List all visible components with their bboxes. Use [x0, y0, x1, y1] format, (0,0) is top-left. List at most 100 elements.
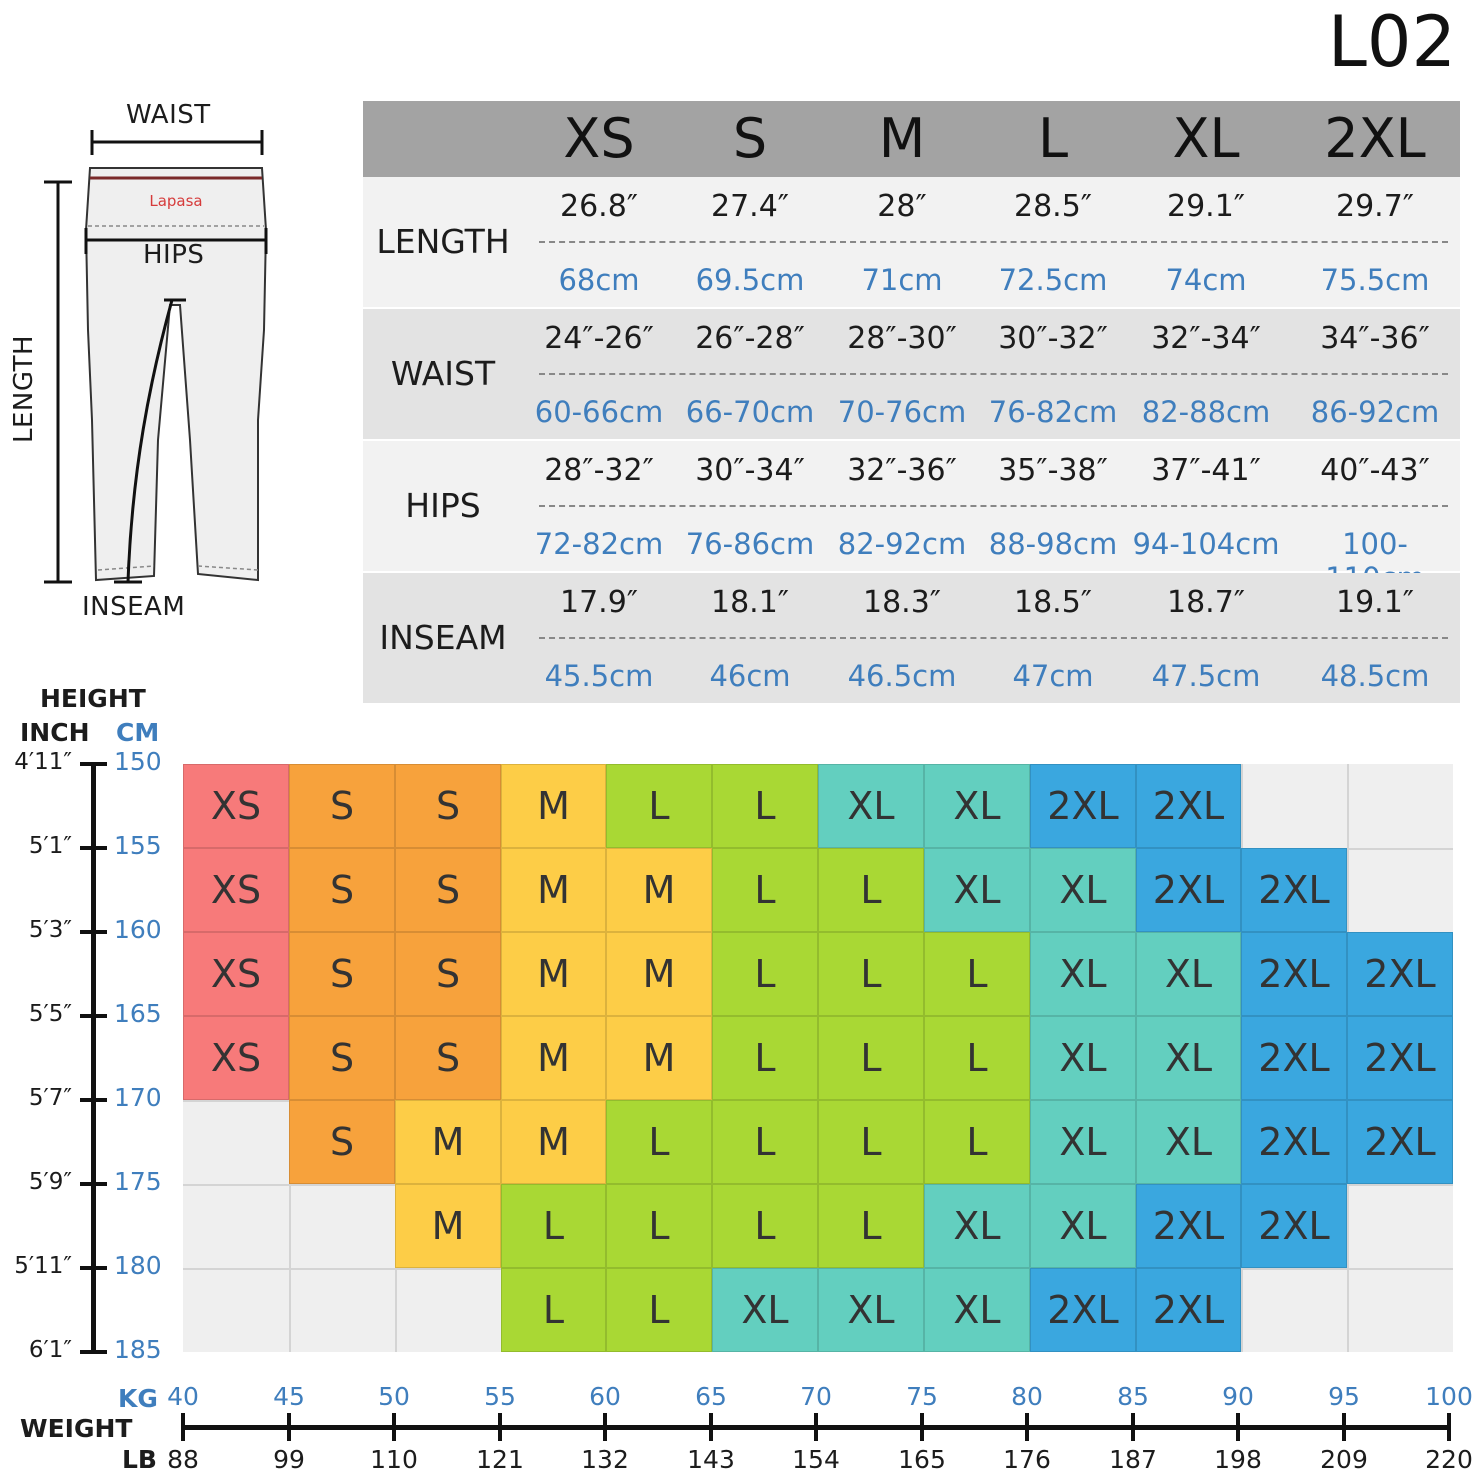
inch-value: 28″	[877, 189, 927, 224]
height-tick	[80, 762, 107, 766]
size-header-row: XS S M L XL 2XL	[363, 101, 1460, 177]
weight-lb-label: 165	[898, 1445, 946, 1474]
weight-lb-label: 88	[167, 1445, 199, 1474]
inch-value: 30″-32″	[998, 321, 1108, 356]
inch-value: 30″-34″	[695, 453, 805, 488]
height-cm-label: 170	[114, 1083, 162, 1112]
weight-kg-label: 95	[1328, 1382, 1360, 1411]
fit-cell: XL	[1030, 1100, 1136, 1184]
measurement-row-label: INSEAM	[379, 618, 507, 657]
dashed-divider	[539, 637, 1448, 639]
fit-cell: XL	[1030, 848, 1136, 932]
height-inch-label: 4′11″	[14, 749, 72, 775]
weight-kg-label: 40	[167, 1382, 199, 1411]
fit-cell: M	[501, 848, 606, 932]
fit-cell: L	[818, 932, 924, 1016]
height-tick	[80, 1350, 107, 1354]
inch-value: 17.9″	[559, 585, 638, 620]
cm-value: 69.5cm	[695, 263, 805, 297]
size-header-cell: XS	[563, 107, 635, 170]
fit-cell: 2XL	[1347, 932, 1453, 1016]
weight-tick	[1236, 1413, 1240, 1441]
size-header-cell: S	[732, 107, 768, 170]
dashed-divider	[539, 505, 1448, 507]
weight-lb-label: 187	[1109, 1445, 1157, 1474]
fit-cell: XS	[183, 1016, 289, 1100]
height-axis: HEIGHT INCH CM 4′11″ 150 5′1″ 155 5′3″ 160 5′5…	[0, 680, 183, 1370]
fit-cell: L	[501, 1184, 606, 1268]
fit-cell: 2XL	[1241, 848, 1347, 932]
measurement-row: INSEAM 17.9″ 45.5cm 18.1″ 46cm 18.3″ 46.5cm 18.…	[363, 573, 1460, 703]
fit-cell: XL	[1136, 1100, 1241, 1184]
weight-tick	[1025, 1413, 1029, 1441]
height-axis-line	[91, 762, 96, 1352]
weight-kg-label: 80	[1011, 1382, 1043, 1411]
fit-cell: M	[395, 1184, 501, 1268]
height-cm-label: 185	[114, 1335, 162, 1364]
weight-tick	[1342, 1413, 1346, 1441]
weight-lb-label: 143	[687, 1445, 735, 1474]
cm-value: 60-66cm	[534, 395, 664, 429]
fit-cell: XL	[1030, 1184, 1136, 1268]
fit-cell: S	[395, 1016, 501, 1100]
inch-value: 26″-28″	[695, 321, 805, 356]
weight-lb-label: 121	[476, 1445, 524, 1474]
weight-lb-label: 209	[1320, 1445, 1368, 1474]
height-cm-label: 150	[114, 747, 162, 776]
weight-tick	[814, 1413, 818, 1441]
inch-value: 28″-30″	[847, 321, 957, 356]
inch-value: 35″-38″	[998, 453, 1108, 488]
model-code: L02	[1327, 1, 1456, 83]
weight-kg-label: 85	[1117, 1382, 1149, 1411]
cm-value: 47cm	[1012, 659, 1094, 693]
fit-cell: XS	[183, 932, 289, 1016]
weight-lb-label: 220	[1425, 1445, 1473, 1474]
fit-cell: 2XL	[1241, 1184, 1347, 1268]
weight-lb-label: 99	[273, 1445, 305, 1474]
weight-lb-label: 198	[1214, 1445, 1262, 1474]
weight-kg-label: 65	[695, 1382, 727, 1411]
height-tick	[80, 1266, 107, 1270]
fit-cell: L	[924, 1016, 1030, 1100]
measurement-row: HIPS 28″-32″ 72-82cm 30″-34″ 76-86cm 32″-36″ 8…	[363, 441, 1460, 595]
fit-cell: M	[501, 1100, 606, 1184]
fit-cell: L	[606, 764, 712, 848]
weight-tick	[181, 1413, 185, 1441]
cm-value: 72-82cm	[534, 527, 664, 561]
inch-value: 28″-32″	[544, 453, 654, 488]
weight-tick	[498, 1413, 502, 1441]
cm-value: 76-86cm	[685, 527, 815, 561]
fit-cell: M	[501, 764, 606, 848]
fit-cell: 2XL	[1136, 848, 1241, 932]
weight-tick	[920, 1413, 924, 1441]
fit-cell: L	[712, 1184, 818, 1268]
inch-value: 29.1″	[1166, 189, 1245, 224]
height-tick	[80, 1014, 107, 1018]
fit-cell: XL	[712, 1268, 818, 1352]
cm-value: 75.5cm	[1320, 263, 1430, 297]
height-inch-label: 6′1″	[28, 1337, 72, 1363]
inch-value: 34″-36″	[1320, 321, 1430, 356]
height-tick	[80, 846, 107, 850]
fit-cell: M	[395, 1100, 501, 1184]
fit-cell: 2XL	[1136, 1184, 1241, 1268]
length-label: LENGTH	[9, 334, 40, 444]
inseam-label: INSEAM	[82, 592, 186, 622]
fit-cell: XS	[183, 764, 289, 848]
weight-tick	[709, 1413, 713, 1441]
kg-unit-label: KG	[118, 1384, 158, 1413]
weight-lb-label: 110	[370, 1445, 418, 1474]
cm-value: 82-88cm	[1141, 395, 1271, 429]
weight-lb-label: 154	[792, 1445, 840, 1474]
fit-cell: 2XL	[1241, 1100, 1347, 1184]
fit-cell: M	[501, 932, 606, 1016]
fit-cell: S	[289, 848, 395, 932]
fit-cell: 2XL	[1241, 932, 1347, 1016]
size-header-cell: M	[878, 107, 926, 170]
height-inch-label: 5′3″	[28, 917, 72, 943]
inch-value: 24″-26″	[544, 321, 654, 356]
weight-tick	[1131, 1413, 1135, 1441]
cm-value: 46cm	[709, 659, 791, 693]
size-header-cell: L	[1037, 107, 1069, 170]
weight-tick	[603, 1413, 607, 1441]
